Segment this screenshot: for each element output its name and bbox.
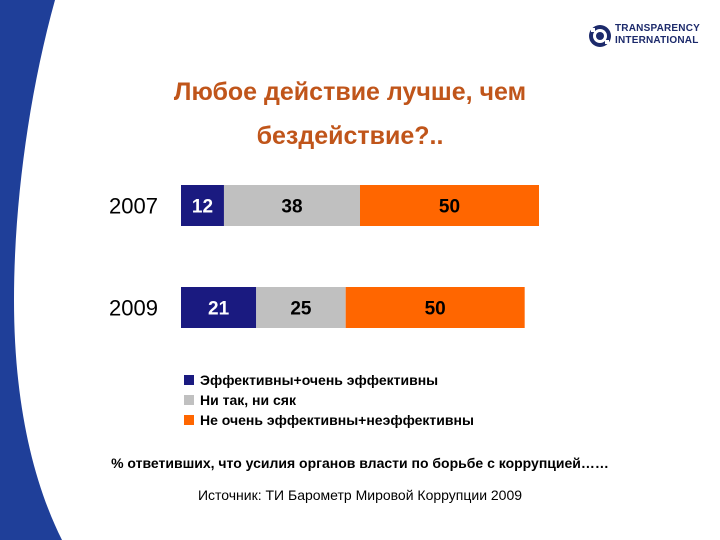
bar-segment-2009-series-2 bbox=[256, 287, 346, 328]
data-label-2009-series-2: 25 bbox=[290, 299, 312, 320]
legend-item-2: Ни так, ни сяк bbox=[184, 390, 474, 410]
data-label-2007-series-3: 50 bbox=[439, 197, 460, 218]
legend-swatch-2 bbox=[184, 395, 194, 405]
bar-segment-2007-series-3 bbox=[360, 185, 539, 226]
transparency-international-logo-icon bbox=[589, 25, 611, 47]
data-label-2009-series-1: 21 bbox=[208, 299, 230, 320]
chart-legend: Эффективны+очень эффективны Ни так, ни ся… bbox=[184, 370, 474, 430]
chart-title: Любое действие лучше, чем бездействие?.. bbox=[100, 70, 600, 158]
legend-swatch-1 bbox=[184, 375, 194, 385]
chart-note: % ответивших, что усилия органов власти … bbox=[111, 455, 609, 471]
category-label-2007: 2007 bbox=[109, 194, 158, 219]
bar-segment-2007-series-2 bbox=[223, 185, 360, 226]
bar-segment-2009-series-3 bbox=[345, 287, 525, 328]
legend-item-3: Не очень эффективны+неэффективны bbox=[184, 410, 474, 430]
logo-line-1: TRANSPARENCY bbox=[615, 23, 700, 34]
legend-item-1: Эффективны+очень эффективны bbox=[184, 370, 474, 390]
logo-text: TRANSPARENCY INTERNATIONAL bbox=[615, 23, 700, 47]
bar-segment-2009-series-1 bbox=[181, 287, 257, 328]
data-label-2009-series-3: 50 bbox=[425, 299, 446, 320]
data-label-2007-series-1: 12 bbox=[192, 197, 213, 218]
chart-title-line-2: бездействие?.. bbox=[256, 122, 444, 150]
chart-source: Источник: ТИ Барометр Мировой Коррупции … bbox=[197, 487, 523, 503]
transparency-international-logo: TRANSPARENCY INTERNATIONAL bbox=[588, 22, 708, 54]
chart-title-line-1: Любое действие лучше, чем bbox=[173, 78, 527, 106]
legend-label-2: Ни так, ни сяк bbox=[200, 392, 296, 408]
category-label-2009: 2009 bbox=[109, 296, 158, 321]
bar-segment-2007-series-1 bbox=[181, 185, 224, 226]
legend-swatch-3 bbox=[184, 415, 194, 425]
logo-line-2: INTERNATIONAL bbox=[615, 35, 699, 46]
legend-label-1: Эффективны+очень эффективны bbox=[200, 372, 439, 388]
data-label-2007-series-2: 38 bbox=[281, 197, 302, 218]
legend-label-3: Не очень эффективны+неэффективны bbox=[200, 412, 474, 428]
